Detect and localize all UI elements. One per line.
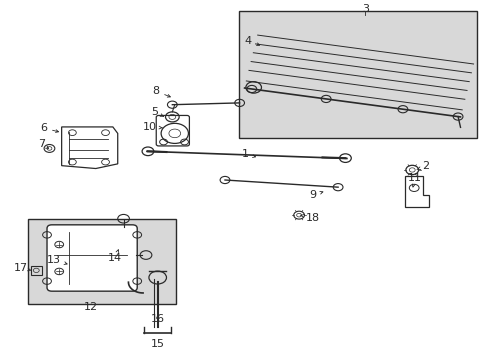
- Text: 6: 6: [40, 123, 59, 133]
- Text: 5: 5: [150, 107, 163, 117]
- Text: 12: 12: [83, 302, 98, 312]
- Text: 8: 8: [152, 86, 170, 97]
- Text: 17: 17: [14, 263, 31, 273]
- Text: 1: 1: [242, 149, 255, 159]
- Text: 7: 7: [38, 139, 48, 149]
- Text: 14: 14: [108, 250, 122, 263]
- Text: 15: 15: [150, 339, 164, 349]
- Text: 16: 16: [150, 314, 164, 324]
- Text: 2: 2: [416, 161, 428, 171]
- FancyBboxPatch shape: [47, 225, 137, 291]
- FancyBboxPatch shape: [156, 116, 189, 146]
- Text: 4: 4: [244, 36, 259, 46]
- Bar: [238, 12, 476, 138]
- Bar: [27, 220, 176, 304]
- Text: 18: 18: [300, 213, 319, 222]
- Text: 9: 9: [308, 190, 322, 200]
- Text: 13: 13: [46, 255, 67, 265]
- Text: 3: 3: [361, 4, 368, 14]
- Text: 11: 11: [407, 173, 421, 187]
- Text: 10: 10: [142, 122, 162, 132]
